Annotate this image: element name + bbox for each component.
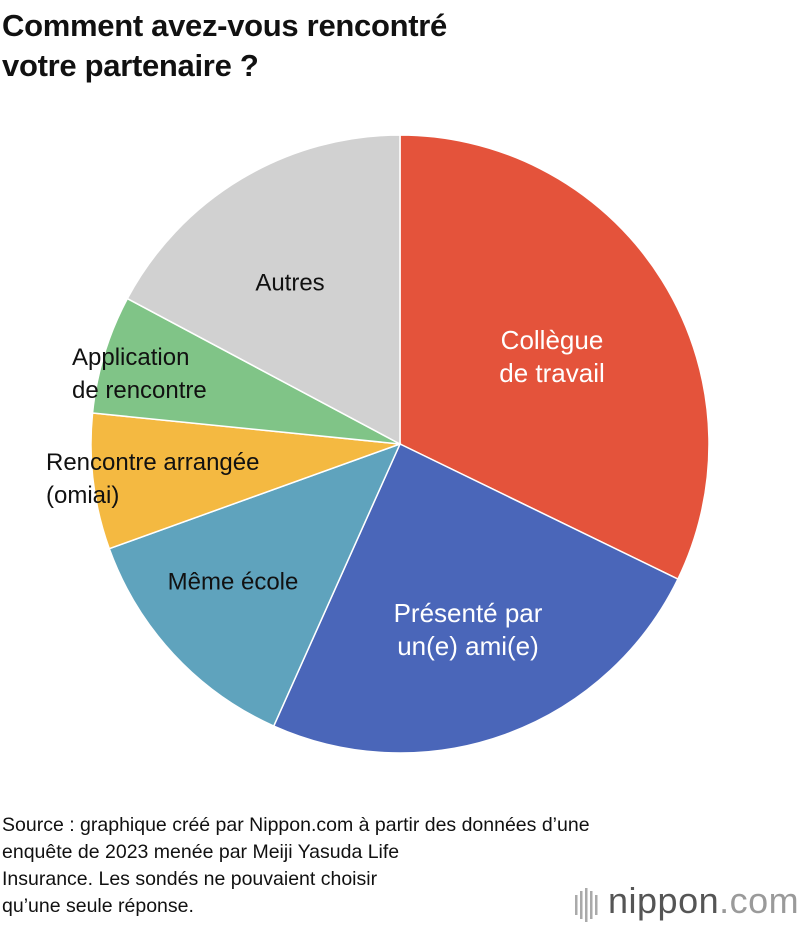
logo: nippon.com bbox=[608, 880, 799, 922]
slice-label: Autres bbox=[255, 269, 325, 297]
logo-icon bbox=[575, 888, 598, 922]
slice-label: Même école bbox=[167, 568, 299, 596]
slice-label: Rencontre arrangée (omiai) bbox=[46, 449, 260, 509]
logo-name: nippon bbox=[608, 880, 720, 921]
pie-slice bbox=[399, 134, 710, 581]
pie-slice bbox=[91, 297, 401, 445]
logo-suffix: .com bbox=[719, 880, 800, 921]
pie-slice bbox=[272, 442, 679, 754]
pie-slice bbox=[90, 412, 401, 550]
slice-label: Présenté par un(e) ami(e) bbox=[393, 598, 543, 661]
slice-label: Application de rencontre bbox=[72, 344, 207, 404]
pie-slice bbox=[126, 134, 401, 446]
source-note: Source : graphique créé par Nippon.com à… bbox=[2, 814, 590, 917]
chart-title: Comment avez-vous rencontré votre parten… bbox=[2, 8, 447, 83]
slice-label: Collègue de travail bbox=[499, 325, 605, 388]
pie-slice bbox=[108, 442, 402, 728]
